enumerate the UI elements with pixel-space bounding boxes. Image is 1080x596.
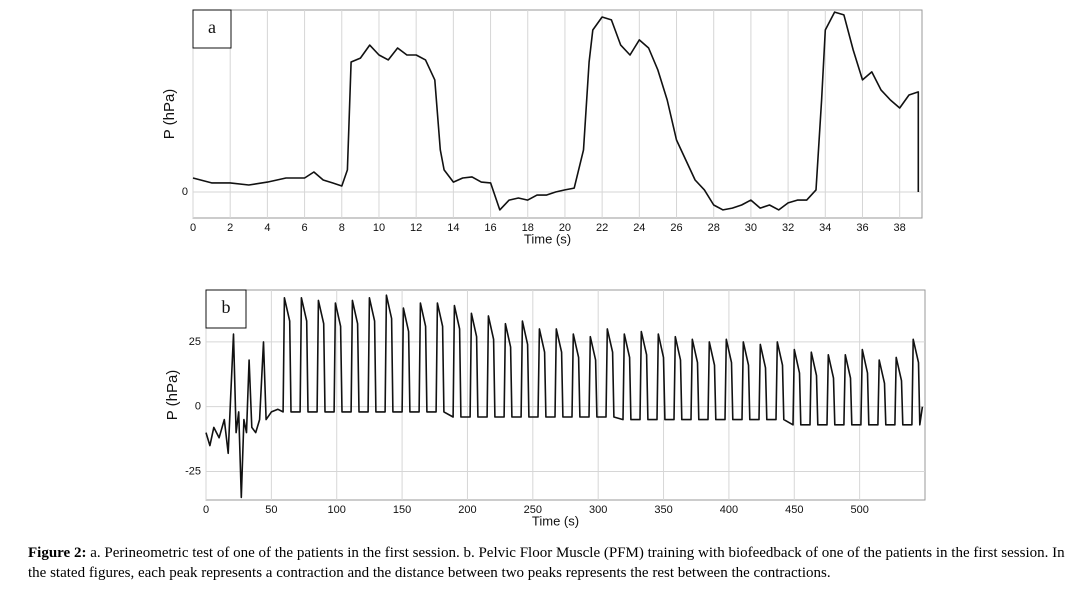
figure: 0 2 4 6 8 10 12 14 16 18 20 22 24 26 28 30 32 34 36 380aTim… [161, 9, 926, 528]
x-tick-label: 0 [203, 504, 209, 516]
x-tick-label: 20 [559, 222, 571, 234]
x-tick-label: 8 [339, 222, 345, 234]
x-tick-label: 24 [633, 222, 645, 234]
x-tick-label: 350 [654, 504, 672, 516]
data-line [192, 11, 920, 211]
x-tick-label: 250 [524, 504, 542, 516]
x-tick-label: 18 [522, 222, 534, 234]
y-axis-label: P (hPa) [161, 89, 178, 140]
plot-area [205, 289, 926, 501]
x-tick-label: 22 [596, 222, 608, 234]
x-tick-label: 14 [447, 222, 459, 234]
x-tick-label: 30 [745, 222, 757, 234]
x-tick-label: 34 [819, 222, 831, 234]
y-tick-label: 0 [182, 186, 188, 198]
x-tick-label: 6 [302, 222, 308, 234]
panel-label-box [205, 289, 247, 329]
x-tick-label: 28 [708, 222, 720, 234]
x-tick-label: 16 [484, 222, 496, 234]
x-axis-label: Time (s) [524, 231, 571, 246]
x-axis-label: Time (s) [532, 513, 579, 528]
y-axis-label: P (hPa) [164, 370, 181, 421]
x-tick-label: 36 [856, 222, 868, 234]
caption-label: Figure 2: [28, 545, 87, 561]
data-line [205, 294, 924, 499]
x-tick-label: 150 [393, 504, 411, 516]
caption: Figure 2: a. Perineometric test of one o… [28, 543, 1068, 583]
x-tick-label: 4 [264, 222, 270, 234]
x-tick-label: 26 [670, 222, 682, 234]
x-tick-label: 32 [782, 222, 794, 234]
x-tick-label: 38 [894, 222, 906, 234]
caption-text: a. Perineometric test of one of the pati… [28, 545, 1065, 581]
panel-label-box [192, 9, 232, 49]
x-tick-label: 2 [227, 222, 233, 234]
x-tick-label: 50 [265, 504, 277, 516]
y-tick-label: 0 [195, 401, 201, 413]
x-tick-label: 500 [850, 504, 868, 516]
x-tick-label: 0 [190, 222, 196, 234]
x-tick-label: 10 [373, 222, 385, 234]
panel-label: b [222, 297, 231, 317]
panel-label: a [208, 17, 216, 37]
x-tick-label: 12 [410, 222, 422, 234]
x-tick-label: 200 [458, 504, 476, 516]
x-tick-label: 300 [589, 504, 607, 516]
plot-area [192, 9, 923, 219]
x-tick-label: 400 [720, 504, 738, 516]
y-tick-label: -25 [185, 465, 201, 477]
y-tick-label: 25 [189, 336, 201, 348]
x-tick-label: 100 [328, 504, 346, 516]
x-tick-label: 450 [785, 504, 803, 516]
